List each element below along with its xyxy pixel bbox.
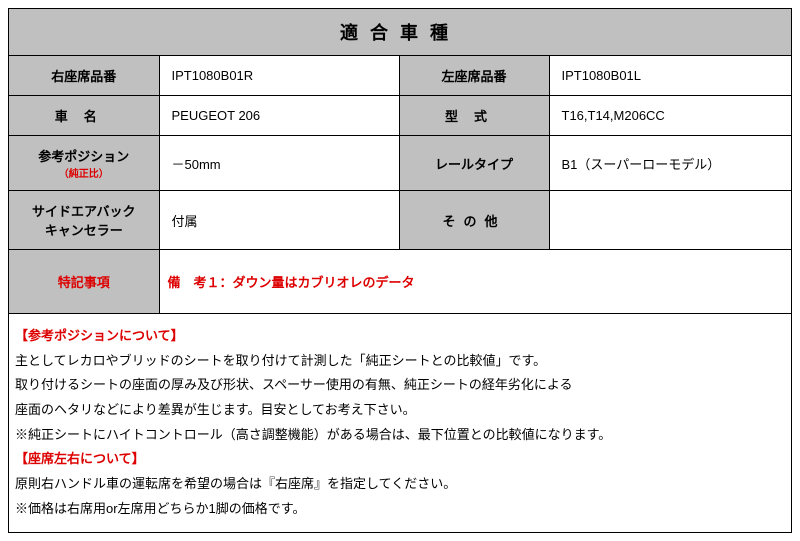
spec-table: 右座席品番 IPT1080B01R 左座席品番 IPT1080B01L 車名 P…: [9, 56, 791, 532]
value-rail-type: B1（スーパーローモデル）: [549, 136, 791, 191]
value-left-part: IPT1080B01L: [549, 56, 791, 96]
label-special-notes: 特記事項: [9, 250, 159, 314]
label-model: 型式: [399, 96, 549, 136]
value-special-notes: 備 考１：ダウン量はカブリオレのデータ: [159, 250, 791, 314]
label-other: その他: [399, 191, 549, 250]
value-right-part: IPT1080B01R: [159, 56, 399, 96]
notes-line: 座面のヘタリなどにより差異が生じます。目安としてお考え下さい。: [15, 398, 785, 423]
notes-line: 取り付けるシートの座面の厚み及び形状、スペーサー使用の有無、純正シートの経年劣化…: [15, 373, 785, 398]
label-airbag-1: サイドエアバック: [32, 204, 135, 219]
compat-table-container: 適合車種 右座席品番 IPT1080B01R 左座席品番 IPT1080B01L…: [8, 8, 792, 533]
label-rail-type: レールタイプ: [399, 136, 549, 191]
label-airbag-2: キャンセラー: [45, 223, 123, 238]
label-position-sub: （純正比）: [17, 165, 151, 180]
label-left-part: 左座席品番: [399, 56, 549, 96]
label-airbag: サイドエアバック キャンセラー: [9, 191, 159, 250]
value-airbag: 付属: [159, 191, 399, 250]
notes-header-1: 【参考ポジションについて】: [15, 324, 785, 349]
notes-section: 【参考ポジションについて】 主としてレカロやブリッドのシートを取り付けて計測した…: [9, 314, 791, 532]
label-right-part: 右座席品番: [9, 56, 159, 96]
notes-line: 原則右ハンドル車の運転席を希望の場合は『右座席』を指定してください。: [15, 472, 785, 497]
value-car-name: PEUGEOT 206: [159, 96, 399, 136]
label-position-main: 参考ポジション: [38, 149, 129, 164]
value-model: T16,T14,M206CC: [549, 96, 791, 136]
value-other: [549, 191, 791, 250]
label-position: 参考ポジション （純正比）: [9, 136, 159, 191]
label-car-name: 車名: [9, 96, 159, 136]
table-title: 適合車種: [9, 9, 791, 56]
notes-line: ※純正シートにハイトコントロール（高さ調整機能）がある場合は、最下位置との比較値…: [15, 423, 785, 448]
notes-header-2: 【座席左右について】: [15, 447, 785, 472]
notes-line: ※価格は右席用or左席用どちらか1脚の価格です。: [15, 497, 785, 522]
notes-line: 主としてレカロやブリッドのシートを取り付けて計測した「純正シートとの比較値」です…: [15, 349, 785, 374]
value-position: －50mm: [159, 136, 399, 191]
